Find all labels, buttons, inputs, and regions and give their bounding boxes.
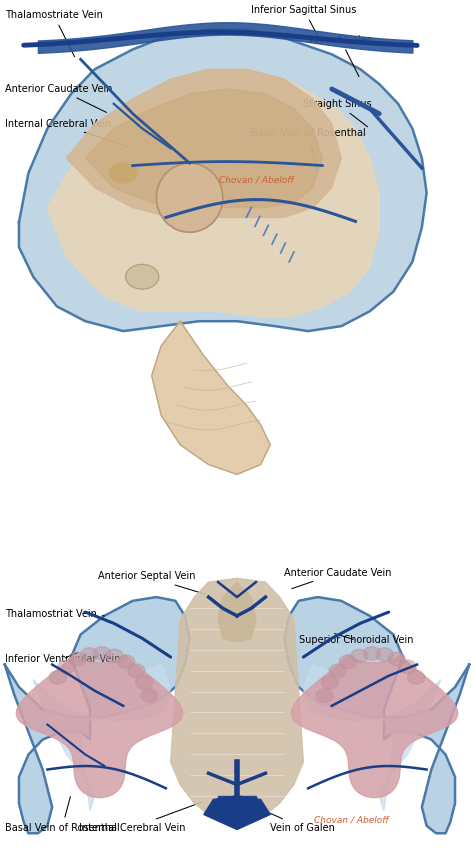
Text: Inferior Ventricular Vein: Inferior Ventricular Vein xyxy=(5,653,120,664)
Polygon shape xyxy=(5,597,190,833)
Circle shape xyxy=(141,688,158,702)
Text: Basal Vein of Rosenthal: Basal Vein of Rosenthal xyxy=(5,797,119,832)
Circle shape xyxy=(69,653,86,665)
Ellipse shape xyxy=(109,163,137,183)
Text: Vein of Galen: Vein of Galen xyxy=(258,809,335,832)
Polygon shape xyxy=(66,69,341,217)
Polygon shape xyxy=(33,665,171,811)
Circle shape xyxy=(321,676,338,689)
Text: Thalamostriate Vein: Thalamostriate Vein xyxy=(5,10,102,57)
Text: Superior Choroidal Vein: Superior Choroidal Vein xyxy=(299,634,413,645)
Polygon shape xyxy=(152,321,270,475)
Circle shape xyxy=(106,649,123,663)
Text: Thalamostriat Vein: Thalamostriat Vein xyxy=(5,609,104,619)
Polygon shape xyxy=(291,654,457,797)
Polygon shape xyxy=(19,30,427,331)
Circle shape xyxy=(136,676,153,689)
Circle shape xyxy=(329,664,346,677)
Circle shape xyxy=(408,671,425,684)
Circle shape xyxy=(49,671,66,684)
Polygon shape xyxy=(284,597,469,833)
Polygon shape xyxy=(218,582,256,642)
Text: Straight Sinus: Straight Sinus xyxy=(303,99,372,127)
Polygon shape xyxy=(47,74,379,316)
Circle shape xyxy=(376,648,393,661)
Text: Chovan / Abeloff: Chovan / Abeloff xyxy=(219,176,293,185)
Text: Anterior Caudate Vein: Anterior Caudate Vein xyxy=(5,84,112,112)
Text: Anterior Septal Vein: Anterior Septal Vein xyxy=(98,572,206,595)
Circle shape xyxy=(351,649,368,663)
Text: Vein of Galen: Vein of Galen xyxy=(308,35,373,77)
Circle shape xyxy=(388,653,405,665)
Polygon shape xyxy=(204,796,270,830)
Circle shape xyxy=(93,647,110,660)
Circle shape xyxy=(118,655,135,669)
Text: Internal Cerebral Vein: Internal Cerebral Vein xyxy=(80,803,201,832)
Polygon shape xyxy=(85,89,322,208)
Text: Inferior Sagittal Sinus: Inferior Sagittal Sinus xyxy=(251,5,356,42)
Circle shape xyxy=(364,647,381,660)
Polygon shape xyxy=(303,665,441,811)
Circle shape xyxy=(58,660,75,674)
Circle shape xyxy=(81,648,98,661)
Text: Chovan / Abeloff: Chovan / Abeloff xyxy=(313,815,388,825)
Polygon shape xyxy=(17,654,182,797)
Circle shape xyxy=(156,163,223,233)
Circle shape xyxy=(128,664,145,677)
Circle shape xyxy=(399,660,416,674)
Polygon shape xyxy=(171,579,303,818)
Ellipse shape xyxy=(126,264,159,289)
Circle shape xyxy=(316,688,333,702)
Text: Internal Cerebral Vein: Internal Cerebral Vein xyxy=(5,118,130,147)
Circle shape xyxy=(339,655,356,669)
Text: Anterior Caudate Vein: Anterior Caudate Vein xyxy=(284,567,392,589)
Text: Basal Vein of Rosenthal: Basal Vein of Rosenthal xyxy=(251,129,366,170)
